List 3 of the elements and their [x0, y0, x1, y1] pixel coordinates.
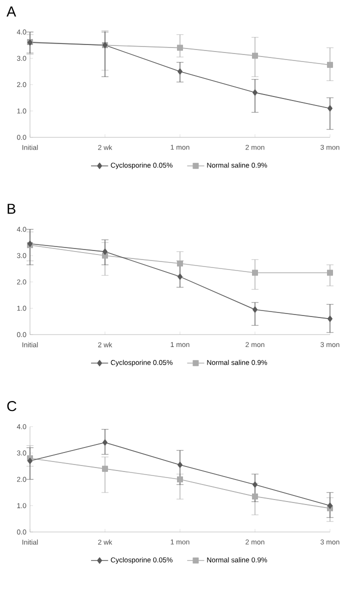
- chart-title: C: [7, 400, 16, 412]
- chart-title: B: [8, 204, 16, 214]
- chart-title: A: [6, 6, 16, 16]
